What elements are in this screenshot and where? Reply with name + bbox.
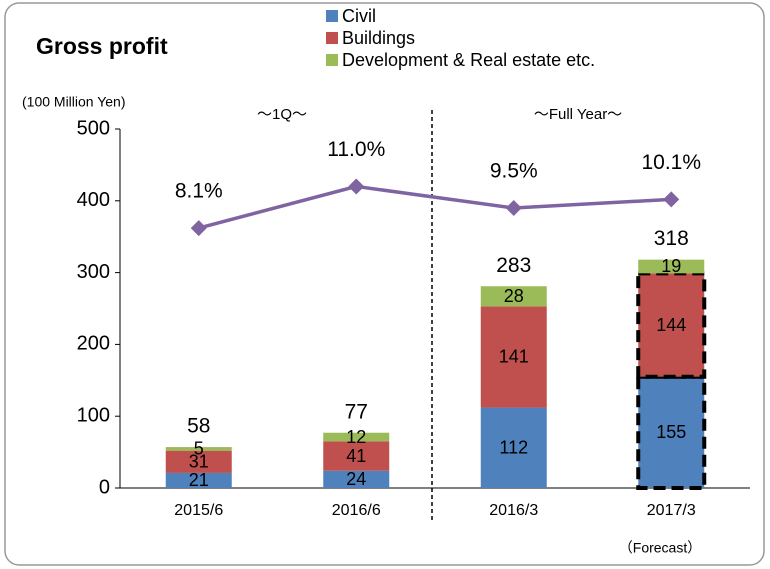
segment-label: 155 xyxy=(656,422,686,442)
bar-segment xyxy=(165,450,232,473)
segment-label: 21 xyxy=(189,470,209,490)
bar-segment xyxy=(323,432,390,442)
line-marker xyxy=(505,199,522,216)
legend-swatch xyxy=(326,10,338,22)
line-marker xyxy=(348,178,365,195)
line-label: 8.1% xyxy=(175,180,223,203)
legend-label: Civil xyxy=(342,6,376,26)
chart-title: Gross profit xyxy=(36,33,168,59)
x-tick-label: 2016/3 xyxy=(489,502,538,519)
segment-label: 144 xyxy=(656,315,686,335)
segment-label: 141 xyxy=(499,347,529,367)
segment-label: 28 xyxy=(504,286,524,306)
segment-label: 41 xyxy=(346,446,366,466)
line-label: 11.0% xyxy=(327,138,385,161)
total-label: 283 xyxy=(496,254,531,277)
y-tick-label: 300 xyxy=(77,261,110,283)
bar-segment xyxy=(638,259,705,274)
segment-label: 5 xyxy=(194,439,204,459)
segment-label: 19 xyxy=(661,256,681,276)
x-tick-label: 2016/6 xyxy=(332,502,381,519)
frame xyxy=(4,2,765,566)
line-label: 9.5% xyxy=(490,160,538,183)
bar-segment xyxy=(323,470,390,488)
bar-segment xyxy=(480,306,547,408)
x-tick-label: 2015/6 xyxy=(174,502,223,519)
y-tick-label: 200 xyxy=(77,333,110,355)
annotation: ～1Q～ xyxy=(257,106,307,123)
bar-segment xyxy=(323,441,390,471)
annotation: （Forecast） xyxy=(619,540,701,556)
line-label: 10.1% xyxy=(641,151,701,174)
total-label: 77 xyxy=(345,400,368,423)
bar-segment xyxy=(636,271,707,379)
line-marker xyxy=(663,191,680,208)
bar-segment xyxy=(480,407,547,488)
total-label: 58 xyxy=(187,415,210,438)
total-label: 318 xyxy=(654,227,689,250)
legend-swatch xyxy=(326,32,338,44)
segment-label: 31 xyxy=(189,452,209,472)
y-tick-label: 100 xyxy=(77,404,110,426)
y-axis-label: (100 Million Yen) xyxy=(22,94,126,110)
x-tick-label: 2017/3 xyxy=(647,502,696,519)
segment-label: 24 xyxy=(346,469,366,489)
bar-segment xyxy=(165,447,232,451)
legend-label: Development & Real estate etc. xyxy=(342,50,595,70)
bar-segment xyxy=(480,286,547,307)
segment-label: 12 xyxy=(346,427,366,447)
bar-segment xyxy=(636,374,707,490)
y-tick-label: 0 xyxy=(99,476,110,498)
segment-label: 112 xyxy=(499,438,528,458)
legend-swatch xyxy=(326,54,338,66)
y-tick-label: 400 xyxy=(77,189,110,211)
line xyxy=(198,184,672,230)
line-marker xyxy=(190,220,207,237)
bar-segment xyxy=(165,472,232,488)
legend-label: Buildings xyxy=(342,28,415,48)
annotation: ～Full Year～ xyxy=(534,106,622,123)
y-tick-label: 500 xyxy=(77,117,110,139)
